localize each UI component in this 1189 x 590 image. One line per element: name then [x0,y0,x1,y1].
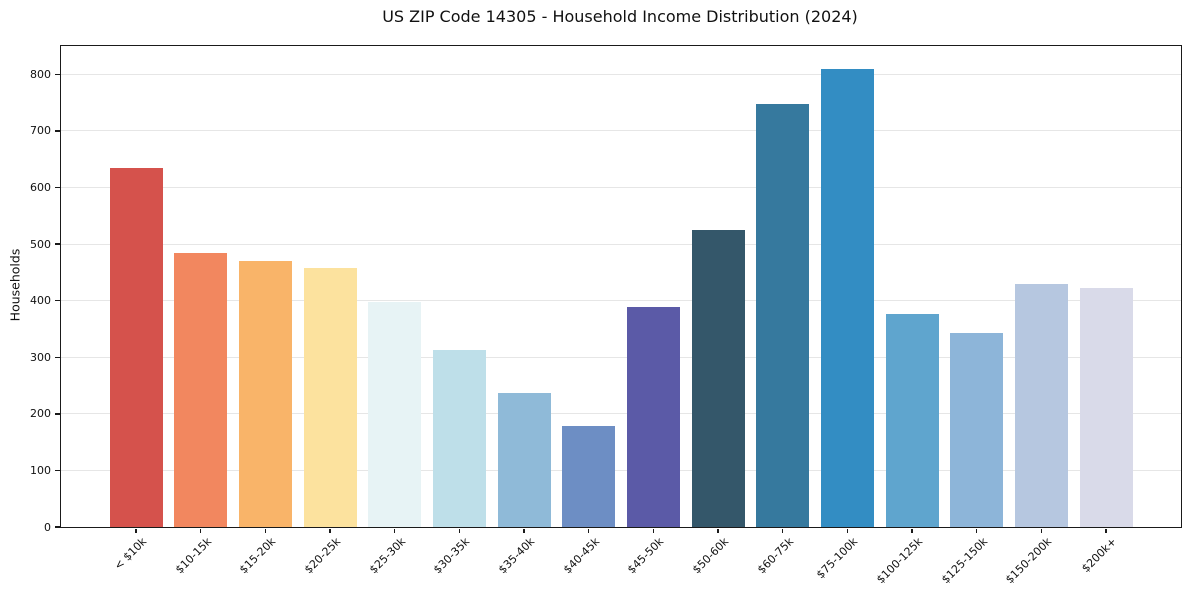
bar-10-15k [174,253,228,527]
y-tick-label: 500 [30,237,51,251]
x-tick-label: < $10k [111,535,150,573]
gridline-500 [61,243,1181,245]
x-tick-label: $100-125k [874,535,926,587]
y-tick-mark [55,356,60,358]
x-tick-mark [458,528,461,533]
y-tick-mark [55,130,60,132]
x-tick-mark [781,528,784,533]
x-tick-label: $30-35k [431,535,473,577]
gridline-100 [61,469,1181,471]
x-tick-label: $75-100k [814,535,861,582]
x-tick-mark [911,528,913,533]
bar-35-40k [497,393,551,527]
y-tick-mark [55,299,60,302]
x-tick-label: $50-60k [689,535,732,577]
x-tick-label: $150-200k [1003,535,1055,587]
x-tick-label: $125-150k [938,535,990,587]
gridline-400 [61,300,1181,302]
y-tick-mark [55,73,60,75]
x-tick-label: $20-25k [301,535,344,577]
x-tick-mark [1105,528,1107,533]
x-tick-label: $10-15k [172,535,214,577]
chart-title: US ZIP Code 14305 - Household Income Dis… [382,7,858,26]
bar-60-75k [756,103,810,527]
bar-200k [1079,287,1133,527]
x-tick-label: $200k+ [1079,535,1120,576]
y-axis-label: Households [7,248,23,322]
bar-20-25k [303,267,357,527]
y-tick-label: 0 [44,520,51,534]
x-tick-mark [264,528,267,533]
x-tick-mark [717,528,719,533]
gridline-800 [61,73,1181,75]
y-tick-label: 700 [30,124,51,138]
y-tick-label: 200 [30,407,51,421]
gridline-600 [61,186,1181,188]
x-tick-mark [846,528,849,533]
x-tick-label: $25-30k [366,535,408,577]
x-tick-mark [393,528,396,533]
bar-25-30k [368,302,422,527]
y-tick-label: 300 [30,350,51,364]
bar-30-35k [432,350,486,527]
y-tick-label: 600 [30,180,51,194]
x-tick-mark [652,528,655,533]
y-tick-label: 800 [30,67,51,81]
bar-125-150k [950,333,1004,527]
bar-75-100k [820,68,874,527]
x-tick-label: $35-40k [495,535,538,577]
bar-50-60k [691,229,745,527]
x-tick-label: $60-75k [754,535,796,577]
x-tick-mark [523,528,525,533]
x-tick-mark [1040,528,1043,533]
x-tick-label: $40-45k [560,535,602,577]
bar-150-200k [1014,283,1068,527]
y-tick-mark [55,413,60,415]
y-tick-label: 100 [30,463,51,477]
plot-area: 0 100 200 300 400 500 600 700 800 < $10k $10-15k $1… [30,45,1182,586]
bar-40-45k [562,426,616,527]
x-tick-mark [135,528,137,533]
x-tick-label: $45-50k [625,535,667,577]
y-tick-mark [55,186,60,189]
gridline-300 [61,356,1181,358]
y-tick-mark [55,469,60,472]
x-tick-mark [329,528,331,533]
y-tick-mark [55,243,60,245]
bar-15-20k [238,261,292,527]
bar-45-50k [626,307,680,527]
x-tick-mark [199,528,202,533]
gridline-700 [61,130,1181,132]
x-tick-mark [587,528,590,533]
y-tick-label: 400 [30,294,51,308]
x-tick-mark [975,528,978,533]
y-tick-mark [55,526,60,528]
bar-100-125k [885,314,939,527]
x-tick-label: $15-20k [237,535,279,577]
bar-10k [109,167,163,527]
gridline-200 [61,413,1181,415]
